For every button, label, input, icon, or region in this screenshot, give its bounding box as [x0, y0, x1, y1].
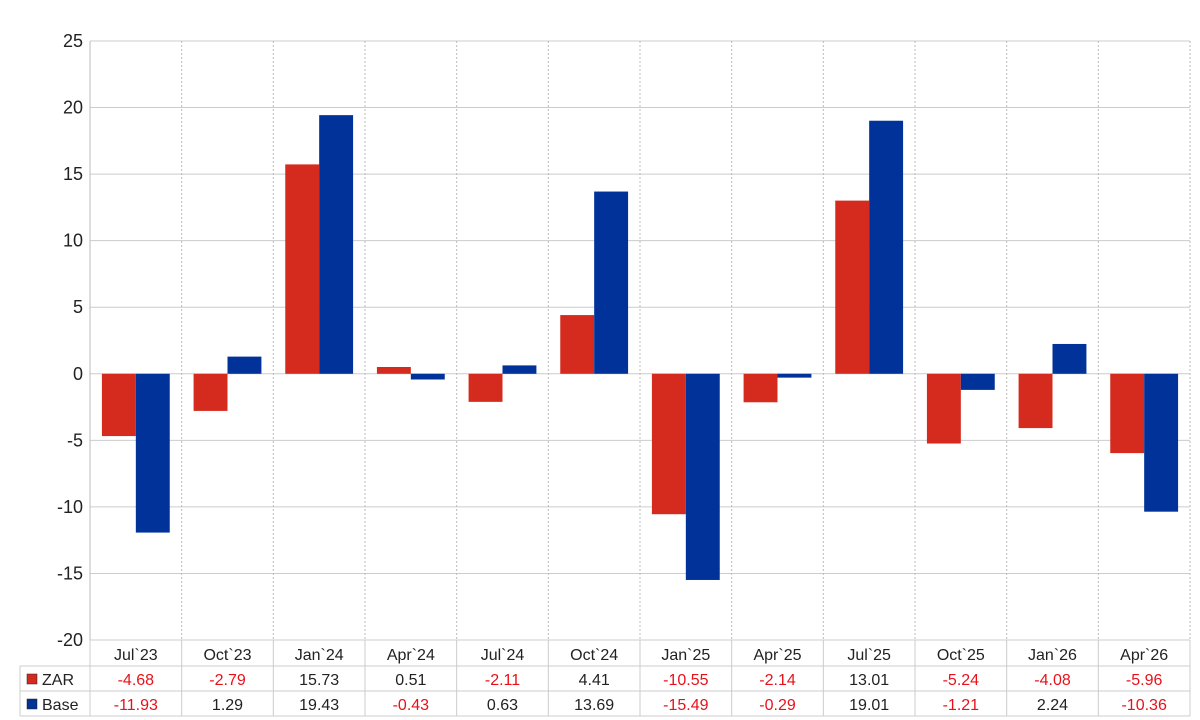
- bar-base: [685, 373, 720, 580]
- bar-zar: [101, 373, 136, 437]
- x-tick-label: Jan`26: [1028, 647, 1077, 664]
- legend-swatch-base: [26, 698, 38, 710]
- y-tick-label: -20: [57, 630, 83, 650]
- x-tick-label: Oct`24: [570, 647, 618, 664]
- bar-zar: [926, 373, 961, 444]
- y-tick-label: 10: [63, 231, 83, 251]
- data-label-zar: 4.41: [579, 672, 610, 689]
- y-axis: 25 20 15 10 5 0 -5 -10 -15 -20: [57, 31, 83, 650]
- data-label-base: 19.43: [299, 697, 339, 714]
- legend-label-zar: ZAR: [42, 672, 74, 689]
- data-label-zar: -10.55: [663, 672, 708, 689]
- grid-lines: [89, 40, 1191, 641]
- bars-group: [101, 115, 1179, 580]
- legend-label-base: Base: [42, 697, 79, 714]
- data-label-zar: -2.11: [485, 672, 520, 689]
- data-label-base: -0.43: [393, 697, 430, 714]
- legend-swatch-zar: [26, 673, 38, 685]
- data-label-base: 2.24: [1037, 697, 1068, 714]
- y-tick-label: 5: [73, 297, 83, 317]
- data-label-zar: -4.68: [118, 672, 155, 689]
- bar-base: [319, 115, 354, 374]
- data-label-base: -10.36: [1121, 697, 1166, 714]
- data-label-zar: 15.73: [299, 672, 339, 689]
- x-tick-label: Jul`25: [847, 647, 891, 664]
- x-tick-label: Apr`25: [753, 647, 801, 664]
- data-label-base: -0.29: [759, 697, 796, 714]
- data-label-base: 13.69: [574, 697, 614, 714]
- bar-base: [594, 191, 629, 374]
- bar-zar: [193, 373, 228, 411]
- data-label-zar: -4.08: [1034, 672, 1071, 689]
- bar-base: [960, 373, 995, 390]
- bar-zar: [560, 315, 595, 374]
- bar-base: [1052, 343, 1087, 374]
- bar-base: [869, 120, 904, 374]
- x-tick-label: Oct`23: [203, 647, 251, 664]
- bar-zar: [376, 366, 411, 374]
- data-label-base: -15.49: [663, 697, 708, 714]
- bar-zar: [1018, 373, 1053, 429]
- y-tick-label: 25: [63, 31, 83, 51]
- y-tick-label: -15: [57, 563, 83, 583]
- data-label-zar: 13.01: [849, 672, 889, 689]
- y-tick-label: -5: [67, 430, 83, 450]
- y-tick-label: 20: [63, 98, 83, 118]
- y-tick-label: 0: [73, 364, 83, 384]
- data-label-zar: -2.14: [759, 672, 796, 689]
- bar-zar: [651, 373, 686, 515]
- bar-base: [135, 373, 170, 533]
- bar-zar: [1110, 373, 1145, 454]
- data-table: Jul`23 Oct`23 Jan`24 Apr`24 Jul`24 Oct`24 Jan`…: [19, 639, 1191, 717]
- bar-base: [777, 373, 812, 378]
- data-label-zar: -5.24: [943, 672, 980, 689]
- bar-base: [410, 373, 445, 380]
- data-label-zar: -5.96: [1126, 672, 1163, 689]
- x-tick-label: Jan`24: [295, 647, 344, 664]
- y-tick-label: 15: [63, 164, 83, 184]
- bar-base: [502, 365, 537, 374]
- data-label-base: 19.01: [849, 697, 889, 714]
- bar-base: [227, 356, 262, 374]
- data-label-base: 0.63: [487, 697, 518, 714]
- data-label-base: -1.21: [943, 697, 980, 714]
- x-tick-label: Jul`23: [114, 647, 158, 664]
- x-tick-label: Oct`25: [937, 647, 985, 664]
- x-tick-label: Jul`24: [481, 647, 525, 664]
- bar-base: [1144, 373, 1179, 512]
- bar-zar: [835, 200, 870, 374]
- data-label-base: -11.93: [114, 697, 158, 714]
- x-tick-label: Apr`24: [387, 647, 435, 664]
- x-tick-label: Jan`25: [661, 647, 710, 664]
- data-label-zar: -2.79: [209, 672, 246, 689]
- data-label-zar: 0.51: [395, 672, 426, 689]
- data-label-base: 1.29: [212, 697, 243, 714]
- bar-zar: [285, 164, 320, 374]
- bar-zar: [743, 373, 778, 403]
- y-tick-label: -10: [57, 497, 83, 517]
- bar-zar: [468, 373, 503, 402]
- x-tick-label: Apr`26: [1120, 647, 1168, 664]
